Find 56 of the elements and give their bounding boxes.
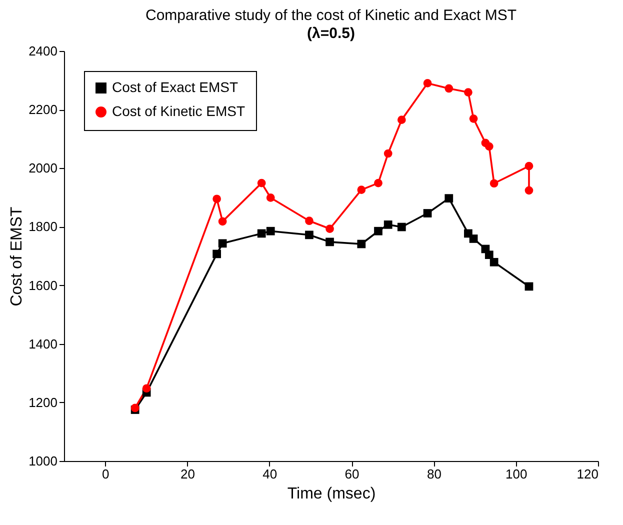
- point: [212, 194, 221, 204]
- point: [357, 240, 366, 248]
- y-tick-label: 1200: [28, 394, 58, 410]
- point: [524, 186, 534, 195]
- legend-label: Cost of Kinetic EMST: [112, 103, 246, 119]
- y-tick-label: 1600: [28, 278, 58, 293]
- point: [444, 84, 454, 93]
- point: [384, 220, 392, 229]
- point: [326, 238, 334, 246]
- y-tick-label: 1400: [28, 336, 58, 352]
- point: [357, 186, 366, 194]
- point: [490, 258, 498, 266]
- point: [142, 384, 151, 393]
- point: [374, 178, 382, 188]
- point: [524, 282, 534, 291]
- point: [397, 116, 406, 124]
- chart-subtitle: (λ=0.5): [307, 25, 355, 42]
- x-tick-label: 40: [262, 466, 278, 482]
- y-tick-label: 2200: [28, 102, 58, 118]
- x-axis-title: Time (msec): [287, 486, 376, 502]
- x-tick-label: 100: [505, 466, 528, 482]
- point: [218, 217, 227, 226]
- y-tick-label: 1000: [28, 454, 58, 468]
- y-tick-label: 1800: [28, 219, 58, 234]
- point: [444, 194, 454, 202]
- point: [423, 209, 432, 218]
- y-tick-label: 2400: [28, 44, 58, 58]
- x-tick-label: 0: [102, 466, 110, 482]
- point: [305, 216, 314, 226]
- point: [397, 222, 406, 232]
- point: [212, 250, 221, 258]
- point: [524, 162, 534, 170]
- point: [266, 226, 275, 236]
- point: [484, 250, 494, 260]
- point: [374, 226, 382, 236]
- point: [384, 149, 392, 158]
- point: [326, 224, 334, 233]
- x-tick-label: 60: [344, 466, 360, 482]
- point: [218, 239, 227, 248]
- point: [469, 234, 478, 243]
- point: [257, 229, 266, 238]
- point: [257, 178, 266, 188]
- point: [305, 230, 314, 240]
- point: [469, 114, 478, 123]
- x-tick-label: 80: [426, 466, 442, 482]
- x-tick-label: 120: [576, 466, 598, 482]
- legend-label: Cost of Exact EMST: [112, 79, 238, 95]
- point: [484, 142, 494, 151]
- point: [490, 179, 498, 188]
- point: [464, 88, 472, 96]
- chart-title: Comparative study of the cost of Kinetic and Exact MST: [145, 7, 517, 24]
- x-tick-label: 20: [180, 466, 195, 482]
- point: [423, 79, 432, 88]
- y-tick-label: 2000: [28, 160, 58, 176]
- point: [266, 194, 275, 202]
- y-axis-title: Cost of EMST: [8, 206, 26, 306]
